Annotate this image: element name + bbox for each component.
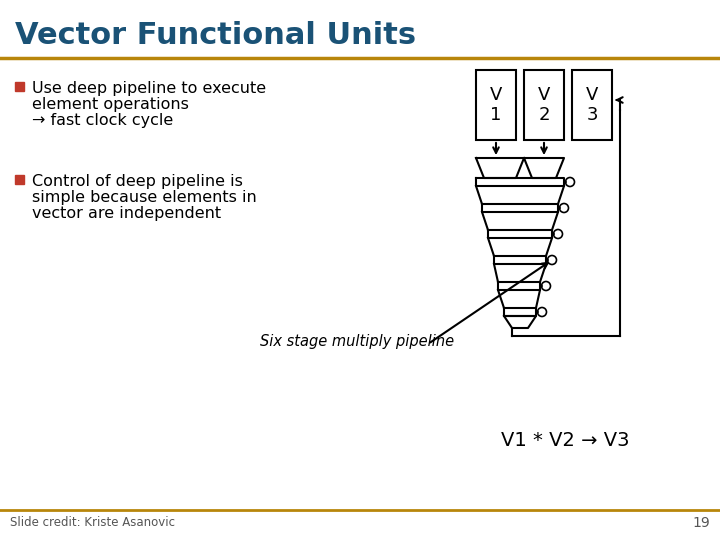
Text: simple because elements in: simple because elements in [32, 190, 257, 205]
Bar [524, 70, 564, 140]
Text: V
2: V 2 [538, 86, 550, 124]
Text: V
3: V 3 [586, 86, 598, 124]
Text: Vector Functional Units: Vector Functional Units [15, 22, 416, 51]
Text: Use deep pipeline to execute: Use deep pipeline to execute [32, 81, 266, 96]
Text: Six stage multiply pipeline: Six stage multiply pipeline [260, 334, 454, 349]
Text: Slide credit: Kriste Asanovic: Slide credit: Kriste Asanovic [10, 516, 175, 530]
Text: V
1: V 1 [490, 86, 502, 124]
Text: element operations: element operations [32, 97, 189, 112]
Bar [15, 82, 24, 91]
Text: vector are independent: vector are independent [32, 206, 221, 221]
Bar [476, 70, 516, 140]
Text: Control of deep pipeline is: Control of deep pipeline is [32, 174, 243, 189]
Text: → fast clock cycle: → fast clock cycle [32, 113, 174, 128]
Text: 19: 19 [692, 516, 710, 530]
Bar [15, 175, 24, 184]
Text: V1 * V2 → V3: V1 * V2 → V3 [500, 430, 629, 449]
Bar [572, 70, 612, 140]
